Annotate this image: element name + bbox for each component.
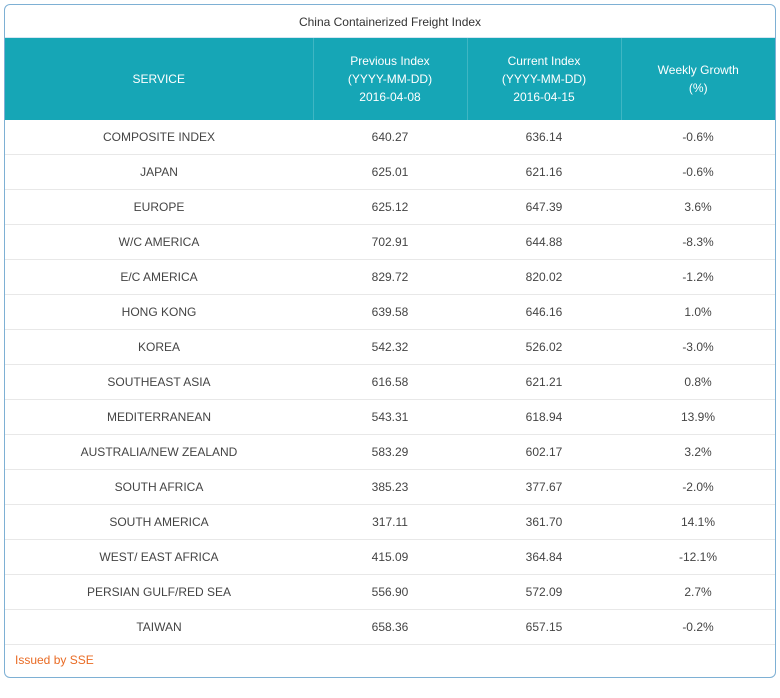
cell-current: 361.70 — [467, 505, 621, 540]
cell-current: 572.09 — [467, 575, 621, 610]
cell-previous: 583.29 — [313, 435, 467, 470]
cell-previous: 702.91 — [313, 225, 467, 260]
cell-service: E/C AMERICA — [5, 260, 313, 295]
cell-previous: 317.11 — [313, 505, 467, 540]
table-row: KOREA542.32526.02-3.0% — [5, 330, 775, 365]
table-row: PERSIAN GULF/RED SEA556.90572.092.7% — [5, 575, 775, 610]
cell-current: 647.39 — [467, 190, 621, 225]
cell-previous: 415.09 — [313, 540, 467, 575]
cell-current: 618.94 — [467, 400, 621, 435]
table-row: WEST/ EAST AFRICA415.09364.84-12.1% — [5, 540, 775, 575]
cell-current: 377.67 — [467, 470, 621, 505]
cell-previous: 542.32 — [313, 330, 467, 365]
issued-by-footer: Issued by SSE — [5, 644, 775, 677]
freight-table: SERVICE Previous Index (YYYY-MM-DD) 2016… — [5, 38, 775, 644]
col-previous-sublabel: (YYYY-MM-DD) — [348, 72, 432, 86]
col-previous-label: Previous Index — [350, 54, 429, 68]
cell-service: EUROPE — [5, 190, 313, 225]
cell-previous: 385.23 — [313, 470, 467, 505]
cell-service: PERSIAN GULF/RED SEA — [5, 575, 313, 610]
cell-previous: 639.58 — [313, 295, 467, 330]
table-row: AUSTRALIA/NEW ZEALAND583.29602.173.2% — [5, 435, 775, 470]
col-previous-date: 2016-04-08 — [359, 90, 420, 104]
col-growth-label: Weekly Growth — [658, 63, 739, 77]
cell-growth: -8.3% — [621, 225, 775, 260]
table-body: COMPOSITE INDEX640.27636.14-0.6%JAPAN625… — [5, 120, 775, 644]
cell-service: SOUTH AMERICA — [5, 505, 313, 540]
cell-service: SOUTH AFRICA — [5, 470, 313, 505]
cell-growth: -0.6% — [621, 120, 775, 155]
cell-previous: 543.31 — [313, 400, 467, 435]
cell-current: 644.88 — [467, 225, 621, 260]
cell-previous: 616.58 — [313, 365, 467, 400]
cell-previous: 658.36 — [313, 610, 467, 645]
cell-growth: 2.7% — [621, 575, 775, 610]
cell-growth: 3.6% — [621, 190, 775, 225]
cell-growth: -0.6% — [621, 155, 775, 190]
table-row: SOUTH AFRICA385.23377.67-2.0% — [5, 470, 775, 505]
cell-growth: -1.2% — [621, 260, 775, 295]
cell-service: MEDITERRANEAN — [5, 400, 313, 435]
cell-service: COMPOSITE INDEX — [5, 120, 313, 155]
table-row: MEDITERRANEAN543.31618.9413.9% — [5, 400, 775, 435]
cell-service: HONG KONG — [5, 295, 313, 330]
cell-current: 646.16 — [467, 295, 621, 330]
table-row: JAPAN625.01621.16-0.6% — [5, 155, 775, 190]
cell-current: 526.02 — [467, 330, 621, 365]
cell-current: 820.02 — [467, 260, 621, 295]
table-row: W/C AMERICA702.91644.88-8.3% — [5, 225, 775, 260]
cell-previous: 625.12 — [313, 190, 467, 225]
col-current-header: Current Index (YYYY-MM-DD) 2016-04-15 — [467, 38, 621, 120]
col-growth-header: Weekly Growth (%) — [621, 38, 775, 120]
cell-growth: -12.1% — [621, 540, 775, 575]
table-row: SOUTHEAST ASIA616.58621.210.8% — [5, 365, 775, 400]
col-previous-header: Previous Index (YYYY-MM-DD) 2016-04-08 — [313, 38, 467, 120]
cell-service: WEST/ EAST AFRICA — [5, 540, 313, 575]
freight-index-panel: China Containerized Freight Index SERVIC… — [4, 4, 776, 678]
cell-current: 657.15 — [467, 610, 621, 645]
table-row: COMPOSITE INDEX640.27636.14-0.6% — [5, 120, 775, 155]
table-row: EUROPE625.12647.393.6% — [5, 190, 775, 225]
cell-previous: 829.72 — [313, 260, 467, 295]
cell-previous: 640.27 — [313, 120, 467, 155]
cell-growth: -0.2% — [621, 610, 775, 645]
cell-current: 621.16 — [467, 155, 621, 190]
col-current-label: Current Index — [508, 54, 581, 68]
cell-previous: 556.90 — [313, 575, 467, 610]
cell-service: TAIWAN — [5, 610, 313, 645]
table-header: SERVICE Previous Index (YYYY-MM-DD) 2016… — [5, 38, 775, 120]
cell-service: AUSTRALIA/NEW ZEALAND — [5, 435, 313, 470]
col-current-date: 2016-04-15 — [513, 90, 574, 104]
table-row: TAIWAN658.36657.15-0.2% — [5, 610, 775, 645]
col-service-header: SERVICE — [5, 38, 313, 120]
cell-growth: 14.1% — [621, 505, 775, 540]
cell-growth: -2.0% — [621, 470, 775, 505]
table-row: SOUTH AMERICA317.11361.7014.1% — [5, 505, 775, 540]
cell-growth: 0.8% — [621, 365, 775, 400]
cell-growth: -3.0% — [621, 330, 775, 365]
cell-current: 636.14 — [467, 120, 621, 155]
cell-growth: 13.9% — [621, 400, 775, 435]
cell-service: W/C AMERICA — [5, 225, 313, 260]
col-growth-sublabel: (%) — [689, 81, 708, 95]
cell-growth: 1.0% — [621, 295, 775, 330]
table-row: E/C AMERICA829.72820.02-1.2% — [5, 260, 775, 295]
cell-service: JAPAN — [5, 155, 313, 190]
cell-current: 621.21 — [467, 365, 621, 400]
cell-service: SOUTHEAST ASIA — [5, 365, 313, 400]
col-current-sublabel: (YYYY-MM-DD) — [502, 72, 586, 86]
cell-current: 364.84 — [467, 540, 621, 575]
cell-growth: 3.2% — [621, 435, 775, 470]
cell-current: 602.17 — [467, 435, 621, 470]
panel-title: China Containerized Freight Index — [5, 5, 775, 38]
cell-service: KOREA — [5, 330, 313, 365]
table-row: HONG KONG639.58646.161.0% — [5, 295, 775, 330]
cell-previous: 625.01 — [313, 155, 467, 190]
